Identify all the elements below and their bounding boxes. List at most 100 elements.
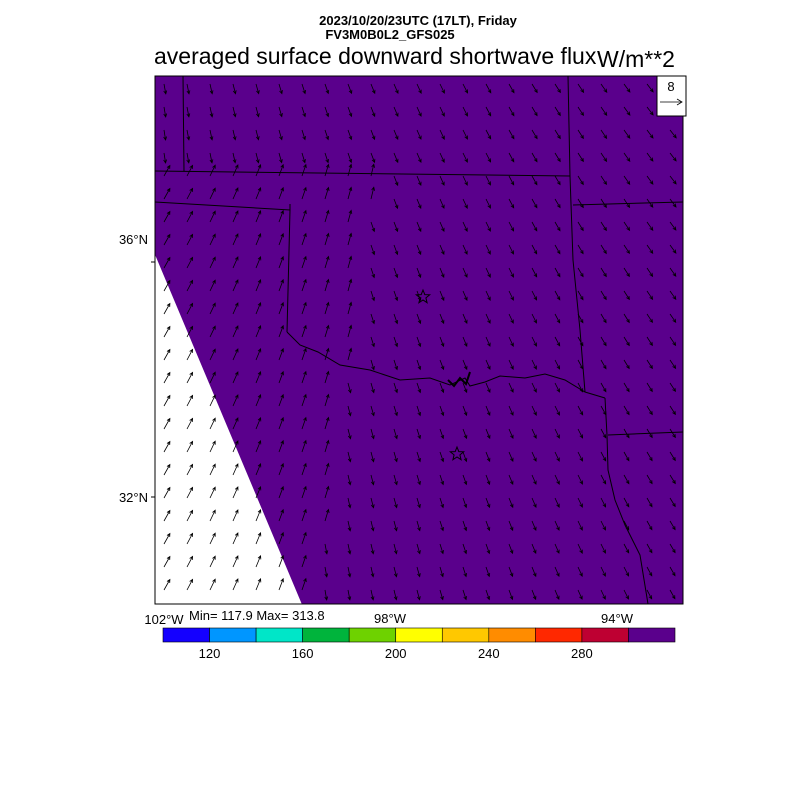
wind-vector xyxy=(531,474,537,485)
wind-vector xyxy=(485,267,491,278)
border-ar-la xyxy=(607,431,683,436)
wind-vector xyxy=(462,428,468,440)
wind-vector xyxy=(646,405,653,416)
wind-vector xyxy=(163,417,171,430)
wind-vector xyxy=(163,394,171,407)
wind-vector xyxy=(370,290,375,302)
wind-vector xyxy=(255,463,262,476)
wind-vector xyxy=(531,589,537,601)
wind-vector xyxy=(186,256,194,269)
wind-vector xyxy=(209,532,216,545)
wind-vector xyxy=(255,532,262,545)
wind-vector xyxy=(186,325,194,338)
wind-vector xyxy=(531,106,538,117)
wind-vector xyxy=(393,83,399,95)
wind-vector xyxy=(255,325,262,338)
wind-vector xyxy=(485,336,491,347)
wind-vector-field xyxy=(163,83,677,601)
wind-vector xyxy=(163,555,171,568)
wind-vector xyxy=(554,428,560,439)
wind-vector xyxy=(577,589,583,600)
wind-vector xyxy=(209,509,216,522)
wind-vector xyxy=(462,336,468,348)
wind-vector xyxy=(669,451,676,462)
wind-vector xyxy=(209,164,216,177)
border-ok-ar xyxy=(569,175,586,393)
wind-vector xyxy=(600,267,607,278)
wind-vector xyxy=(232,371,239,384)
wind-vector xyxy=(278,485,284,499)
wind-vector xyxy=(186,394,194,407)
border-red-river-bend xyxy=(447,371,471,388)
wind-vector xyxy=(186,129,191,141)
wind-vector xyxy=(669,152,677,162)
wind-vector xyxy=(232,256,239,269)
wind-vector xyxy=(508,267,514,278)
wind-vector xyxy=(393,290,399,302)
wind-vector xyxy=(508,589,514,601)
wind-vector xyxy=(393,313,399,325)
wind-vector xyxy=(370,267,375,279)
wind-vector xyxy=(301,508,307,522)
wind-vector xyxy=(255,256,262,269)
wind-vector xyxy=(508,244,514,255)
wind-vector xyxy=(255,187,262,200)
wind-vector xyxy=(324,485,330,499)
wind-vector xyxy=(324,462,330,476)
wind-vector xyxy=(209,279,216,292)
wind-vector xyxy=(416,267,422,279)
wind-vector xyxy=(439,267,445,279)
wind-vector xyxy=(416,198,422,210)
wind-vector xyxy=(600,175,608,186)
wind-vector xyxy=(669,474,676,485)
wind-vector xyxy=(232,394,239,407)
wind-vector xyxy=(347,209,353,223)
wind-vector xyxy=(485,198,491,209)
wind-vector xyxy=(623,106,631,116)
wind-vector xyxy=(669,129,677,139)
wind-vector xyxy=(163,532,171,545)
wind-vector xyxy=(209,152,214,164)
wind-vector xyxy=(186,417,194,430)
colorbar xyxy=(162,627,676,643)
wind-vector xyxy=(255,371,262,384)
wind-vector xyxy=(554,129,561,140)
wind-vector xyxy=(462,405,468,417)
wind-vector xyxy=(186,210,194,223)
wind-vector xyxy=(347,186,353,200)
wind-vector xyxy=(531,566,537,578)
wind-vector xyxy=(439,313,445,325)
wind-vector xyxy=(462,290,468,302)
vector-reference-value: 8 xyxy=(667,79,674,94)
wind-vector xyxy=(600,221,607,232)
wind-vector xyxy=(623,359,630,370)
wind-vector xyxy=(531,244,538,255)
wind-vector xyxy=(370,451,375,463)
wind-vector xyxy=(600,290,607,301)
wind-vector xyxy=(232,279,239,292)
wind-vector xyxy=(324,508,330,522)
wind-vector xyxy=(370,543,375,555)
wind-vector xyxy=(278,393,284,407)
wind-vector xyxy=(531,336,537,347)
wind-vector xyxy=(186,83,191,95)
wind-vector xyxy=(600,428,607,439)
wind-vector xyxy=(232,187,239,200)
wind-vector xyxy=(577,129,584,140)
wind-vector xyxy=(324,106,330,118)
wind-vector xyxy=(439,198,445,209)
wind-vector xyxy=(577,497,583,508)
wind-vector xyxy=(508,451,514,463)
wind-vector xyxy=(669,543,676,554)
wind-vector xyxy=(278,163,284,177)
wind-vector xyxy=(209,371,216,384)
wind-vector xyxy=(439,152,445,163)
wind-vector xyxy=(600,198,607,209)
wind-vector xyxy=(623,543,630,554)
wind-vector xyxy=(209,233,216,246)
wind-vector xyxy=(186,302,194,315)
wind-vector xyxy=(209,348,216,361)
wind-vector xyxy=(347,382,352,394)
wind-vector xyxy=(669,566,676,577)
wind-vector xyxy=(232,509,239,522)
